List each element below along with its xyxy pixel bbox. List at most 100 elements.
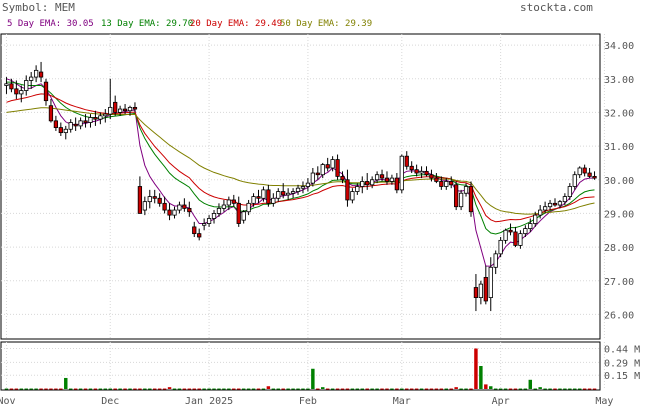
- candle-body: [399, 155, 404, 191]
- candle-body: [493, 253, 498, 268]
- volume-panel-frame: [0, 341, 601, 391]
- volume-bar: [405, 388, 409, 390]
- volume-bar: [34, 388, 38, 390]
- candle-body: [271, 197, 276, 204]
- volume-bar: [400, 388, 404, 390]
- volume-bar: [523, 388, 528, 390]
- volume-bar: [167, 387, 172, 389]
- candle-body: [281, 191, 286, 196]
- volume-bar: [330, 388, 335, 390]
- candle-body: [24, 80, 29, 91]
- candle-body: [513, 231, 518, 246]
- volume-bar: [291, 388, 295, 390]
- volume-bar: [14, 388, 19, 390]
- candle-body: [276, 191, 281, 199]
- candle-body: [533, 214, 538, 224]
- price-tick-label: 34.00: [604, 41, 634, 52]
- volume-bar: [88, 388, 93, 390]
- candle-body: [330, 159, 335, 169]
- candle-body: [345, 179, 350, 201]
- volume-bar: [128, 388, 132, 390]
- candle-body: [483, 276, 488, 302]
- candle-body: [19, 90, 24, 95]
- volume-bar: [281, 388, 285, 390]
- legend-ema5-label: 5 Day EMA:: [7, 19, 62, 29]
- legend-ema5-value: 30.05: [66, 19, 94, 29]
- volume-bar: [321, 387, 325, 389]
- candle-body: [142, 201, 147, 211]
- volume-bar: [24, 388, 28, 390]
- volume-bar: [409, 388, 414, 390]
- volume-tick-label: 0.15 M: [604, 371, 640, 382]
- candle-body: [221, 204, 227, 209]
- candle-body: [547, 202, 553, 208]
- volume-bar: [256, 388, 261, 390]
- candle-body: [523, 228, 528, 235]
- candlesticks: [4, 61, 597, 312]
- candle-body: [315, 172, 320, 176]
- legend-ema50: 50 Day EMA: 29.39: [280, 19, 372, 29]
- volume-bar: [503, 388, 508, 390]
- symbol-label: Symbol: MEM: [2, 1, 75, 14]
- candle-body: [108, 106, 113, 115]
- volume-bar: [187, 388, 192, 390]
- volume-bar: [587, 388, 592, 390]
- candle-body: [88, 117, 93, 123]
- candle-body: [14, 88, 19, 95]
- volume-bar: [489, 386, 493, 389]
- date-tick-label: May: [595, 396, 613, 406]
- volume-bar: [49, 388, 53, 390]
- candle-body: [73, 123, 78, 127]
- volume-bar: [568, 388, 572, 390]
- volume-bar: [474, 348, 478, 389]
- volume-bar: [444, 388, 449, 390]
- candle-body: [409, 165, 414, 171]
- candle-body: [463, 186, 469, 194]
- candle-body: [424, 170, 429, 176]
- candle-body: [132, 106, 138, 110]
- candle-body: [552, 202, 558, 206]
- candle-body: [68, 122, 73, 130]
- candle-body: [404, 155, 409, 167]
- volume-bar: [479, 366, 483, 389]
- volume-bar: [261, 388, 266, 390]
- volume-bar: [251, 388, 256, 390]
- candle-body: [43, 81, 49, 102]
- legend-ema50-value: 29.39: [345, 19, 373, 29]
- volume-bar: [484, 384, 488, 389]
- volume-bar: [380, 388, 384, 390]
- volume-bar: [385, 388, 389, 390]
- candle-body: [290, 191, 296, 194]
- candle-body: [587, 172, 592, 177]
- candle-body: [444, 181, 449, 187]
- candle-body: [528, 223, 533, 229]
- candle-body: [567, 186, 572, 198]
- legend-ema5: 5 Day EMA: 30.05: [7, 19, 94, 29]
- volume-bar: [9, 388, 14, 390]
- candle-body: [202, 223, 207, 226]
- candle-body: [33, 69, 39, 78]
- volume-bar: [375, 388, 379, 390]
- volume-bar: [311, 368, 315, 389]
- volume-bar: [232, 388, 236, 390]
- volume-bar: [558, 388, 562, 390]
- candle-body: [325, 164, 330, 169]
- candle-body: [439, 181, 444, 187]
- volume-bar: [306, 388, 310, 390]
- volume-bar: [454, 387, 458, 389]
- volume-bar: [98, 388, 103, 390]
- volume-bar: [241, 388, 246, 390]
- volume-bar: [266, 386, 271, 389]
- candle-body: [473, 287, 479, 299]
- candle-body: [340, 175, 345, 181]
- volume-bar: [108, 388, 112, 390]
- volume-bar: [54, 388, 58, 390]
- candle-body: [300, 186, 306, 189]
- candle-body: [48, 105, 54, 122]
- candle-body: [365, 181, 370, 186]
- candle-body: [562, 196, 568, 203]
- candle-body: [468, 186, 474, 213]
- candle-body: [172, 209, 177, 216]
- volume-bar: [528, 379, 533, 389]
- volume-bar: [123, 388, 127, 390]
